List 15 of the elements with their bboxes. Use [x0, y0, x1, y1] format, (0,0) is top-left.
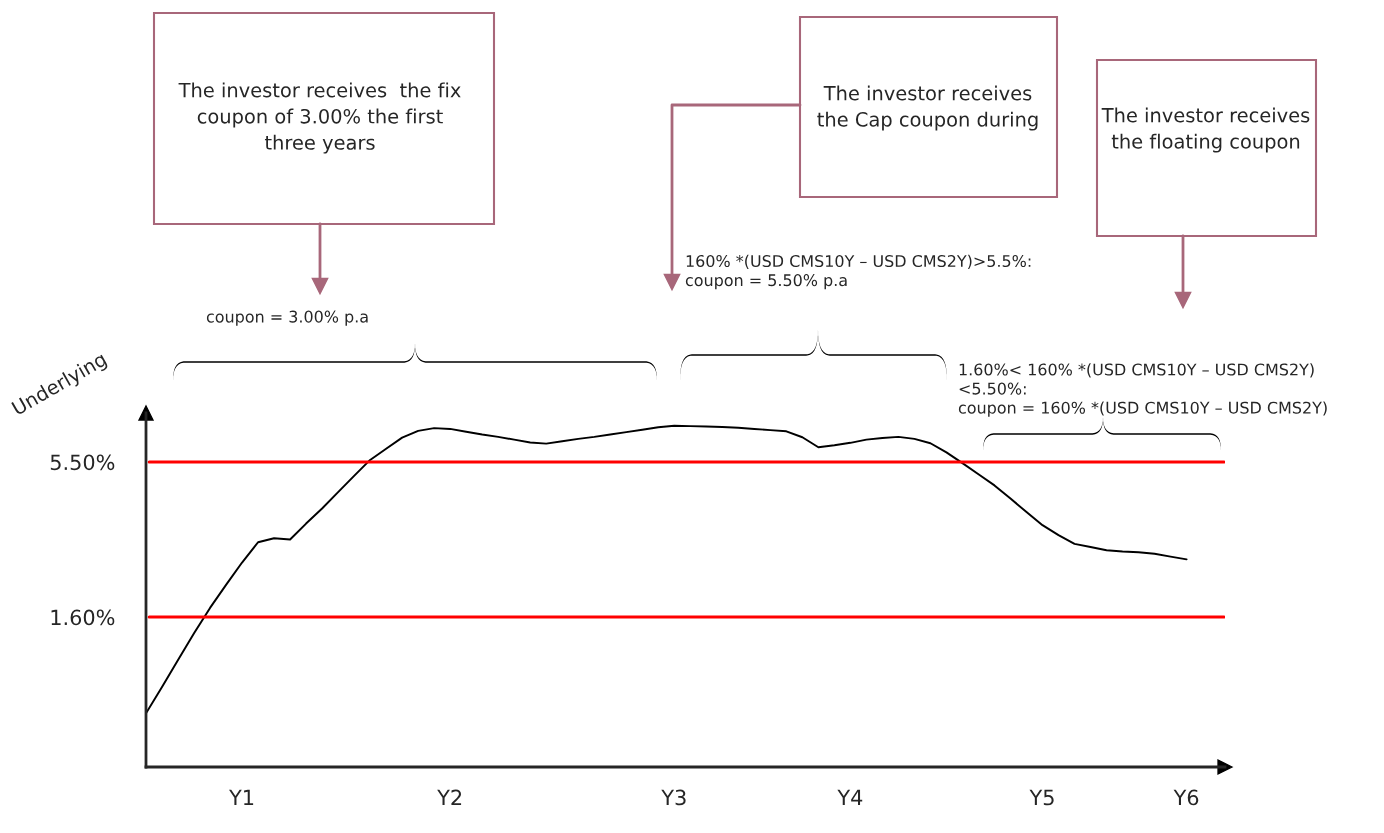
x-tick-label: Y4	[837, 789, 863, 806]
text: The investor receives the floating coupon	[1101, 107, 1310, 153]
text: The investor receives the Cap coupon during	[817, 85, 1038, 131]
y-tick-label: 1.60%	[51, 609, 115, 626]
x-tick-label: Y6	[1173, 789, 1199, 806]
x-tick-label: Y5	[1029, 789, 1054, 806]
x-tick-label: Y1	[229, 789, 254, 806]
text: The investor receives the fix coupon of 3.00% the first three years	[178, 82, 461, 154]
y-tick-label: 5.50%	[50, 454, 115, 471]
text: coupon = 3.00% p.a	[206, 310, 368, 326]
text: 160% *(USD CMS10Y – USD CMS2Y)>5.5%: coupon = 5.50% p.a	[685, 254, 1031, 290]
annotation: 1.60%< 160% *(USD CMS10Y – USD CMS2Y) <5.50%: coupon = 160% *(USD CMS10Y – USD CMS2Y)	[958, 363, 1327, 417]
x-tick-label: Y2	[437, 789, 462, 806]
x-tick-label: Y3	[661, 789, 686, 806]
line-series	[146, 424, 1188, 715]
